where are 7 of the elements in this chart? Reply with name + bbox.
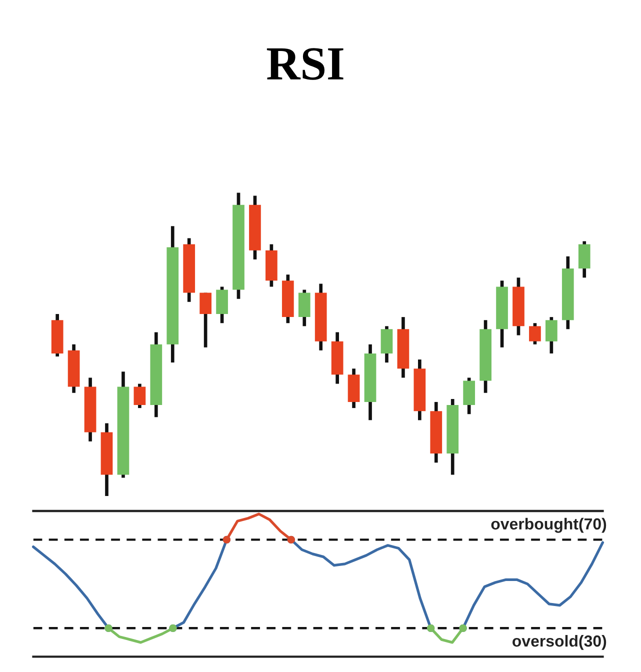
ref-line-label: oversold(30)	[512, 634, 606, 650]
candlestick	[529, 323, 541, 344]
ref-line-label: overbought(70)	[491, 518, 606, 533]
candlestick	[545, 317, 558, 354]
chart-title: RSI	[266, 48, 344, 80]
candlestick	[200, 292, 212, 348]
candlestick	[134, 384, 146, 408]
